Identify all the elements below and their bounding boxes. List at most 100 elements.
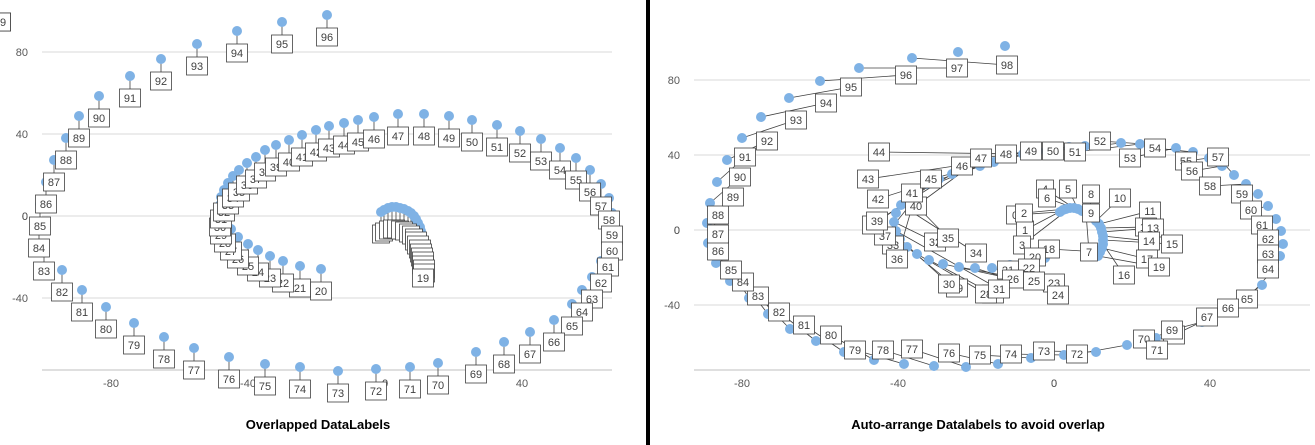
data-point [284,135,294,145]
data-label-text: 86 [712,246,724,258]
data-point [705,198,715,208]
data-label-box [1161,234,1183,254]
data-label-box [486,137,508,157]
y-tick-label: 0 [22,211,28,223]
data-label-text: 69 [1166,325,1178,337]
leader-line [895,230,1000,290]
data-point [189,343,199,353]
data-label: 64 [1257,259,1279,279]
data-point [712,177,722,187]
data-label-box [35,194,57,214]
data-label-text: 84 [737,277,749,289]
data-label-text: 41 [906,188,918,200]
leader-line [819,74,907,82]
data-label-text: 19 [417,273,429,285]
data-label-text: 94 [231,48,243,60]
data-label: 96 [316,27,338,47]
data-label: 89 [68,128,90,148]
data-point [297,130,307,140]
chart-auto-arranged-svg: -40040800-80-400400012345678910111213141… [664,41,1310,390]
data-label: 78 [153,349,175,369]
data-label-text: 83 [38,266,50,278]
data-point [253,245,263,255]
data-label: 77 [183,360,205,380]
data-label: 10 [1109,188,1131,208]
data-label-box [363,129,385,149]
data-point [987,263,997,273]
data-label-box [785,110,807,130]
data-label: 82 [51,282,73,302]
data-label-box [1113,265,1135,285]
data-label-text: 48 [1000,149,1012,161]
data-label: 52 [509,143,531,163]
data-label: 74 [1000,344,1022,364]
data-label: 65 [561,316,583,336]
data-label-text: 49 [443,133,455,145]
data-label-text: 74 [1005,349,1017,361]
data-point [1171,143,1181,153]
data-label: 66 [1217,298,1239,318]
data-label-box [1240,200,1262,220]
data-label-text: 74 [294,384,306,396]
data-label-box [186,56,208,76]
data-label-text: 25 [1028,276,1040,288]
data-label-text: 10 [1114,193,1126,205]
data-label-text: 54 [1149,143,1161,155]
data-label: 75 [969,345,991,365]
data-point [891,208,901,218]
data-label: 69 [1161,320,1183,340]
data-point [369,112,379,122]
data-label-text: 65 [566,321,578,333]
data-label-text: 99 [0,17,6,29]
data-label-text: 51 [1069,147,1081,159]
data-point [260,145,270,155]
data-label-text: 76 [943,348,955,360]
data-point [243,239,253,249]
data-label: 85 [720,260,742,280]
data-point [393,109,403,119]
data-label: 85 [29,216,51,236]
data-label-text: 91 [124,93,136,105]
data-label-text: 40 [910,201,922,213]
data-label-text: 76 [223,374,235,386]
data-label: 69 [465,364,487,384]
data-label-text: 19 [1153,262,1165,274]
data-label: 88 [707,205,729,225]
data-label-text: 75 [259,381,271,393]
data-label-text: 31 [993,284,1005,296]
chart-caption-overlapped: Overlapped DataLabels [245,417,391,432]
data-point [889,217,899,227]
data-label: 66 [543,332,565,352]
data-label-box [1038,188,1056,208]
data-label-box [0,12,11,32]
data-label: 11 [1139,201,1161,221]
data-label-box [543,332,565,352]
data-label-box [1161,320,1183,340]
data-label-box [857,169,879,189]
data-label-box [51,282,73,302]
chart-auto-arranged: -40040800-80-400400012345678910111213141… [650,0,1315,445]
data-label-text: 80 [100,324,112,336]
data-point [1229,170,1239,180]
data-label-text: 44 [338,140,350,152]
data-label-text: 66 [548,337,560,349]
chart-overlapped: -40040800-80-400400012345678910111213141… [0,0,646,445]
data-label-box [1089,131,1111,151]
x-tick-label: -80 [103,378,119,390]
data-label-text: 92 [761,136,773,148]
data-point [585,165,595,175]
data-label-text: 84 [33,243,45,255]
data-label: 63 [1257,244,1279,264]
data-label-text: 91 [739,152,751,164]
data-point [77,285,87,295]
data-label-text: 87 [712,229,724,241]
data-label-text: 85 [725,265,737,277]
data-label-text: 64 [576,307,588,319]
data-label-text: 8 [1088,189,1094,201]
data-label-text: 89 [727,192,739,204]
data-label-box [327,383,349,403]
data-label-text: 45 [352,137,364,149]
data-label-text: 47 [392,131,404,143]
data-label: 90 [88,108,110,128]
data-label: 58 [598,210,620,230]
